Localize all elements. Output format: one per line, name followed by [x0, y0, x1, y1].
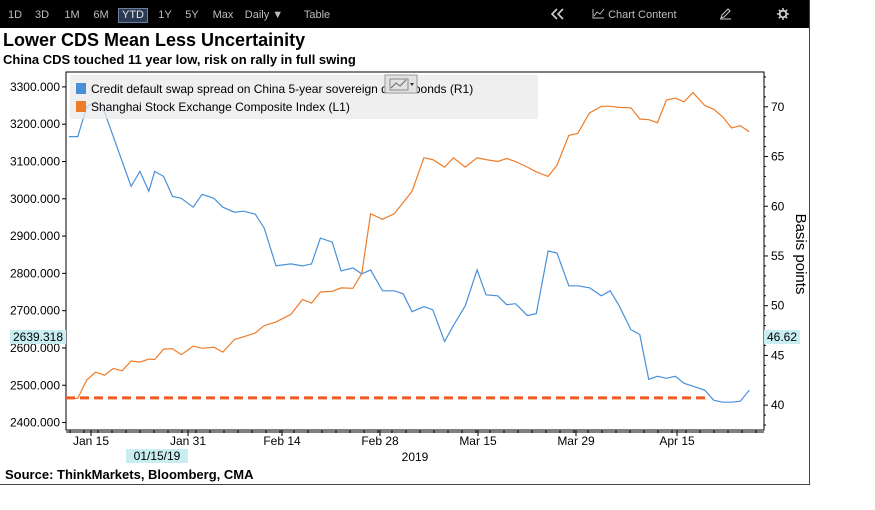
x-axis-tick-label: Feb 14 — [263, 434, 301, 448]
series-line-cds — [69, 101, 750, 403]
range-ytd-button[interactable]: YTD — [118, 8, 148, 23]
left-axis-tick-label: 2500.000 — [10, 378, 60, 392]
legend-swatch-shanghai — [76, 101, 86, 112]
left-axis-tick-label: 3000.000 — [10, 192, 60, 206]
x-axis-tick-label: Mar 29 — [557, 434, 595, 448]
line-chart-icon — [592, 8, 605, 19]
x-axis-tick-label: Feb 28 — [361, 434, 399, 448]
right-axis-tick-label: 50 — [771, 299, 785, 313]
dropdown-arrow-icon — [410, 83, 414, 86]
series-line-shanghai — [68, 91, 750, 400]
legend-entry-cds: Credit default swap spread on China 5-ye… — [91, 82, 473, 96]
chart-content-label: Chart Content — [608, 9, 677, 21]
chart-type-icon — [390, 79, 407, 89]
x-axis-tick-label: Mar 15 — [459, 434, 497, 448]
right-axis-tick-label: 40 — [771, 398, 785, 412]
left-axis-tick-label: 2700.000 — [10, 304, 60, 318]
range-5y-button[interactable]: 5Y — [185, 9, 199, 21]
edit-icon[interactable] — [717, 8, 733, 23]
source-note: Source: ThinkMarkets, Bloomberg, CMA — [5, 467, 254, 482]
last-value-right: 46.62 — [767, 330, 797, 344]
range-max-button[interactable]: Max — [212, 9, 234, 21]
cursor-date-label: 01/15/19 — [134, 449, 181, 463]
right-axis-label: Basis points — [792, 214, 809, 295]
range-3d-button[interactable]: 3D — [34, 9, 50, 21]
last-value-left: 2639.318 — [13, 330, 63, 344]
double-chevron-left-icon[interactable] — [549, 8, 567, 23]
frame-border-right — [809, 0, 810, 484]
chart-plot: 2400.000 2500.000 2600.000 2700.000 2800.000… — [10, 71, 809, 464]
legend-menu-button[interactable] — [384, 74, 418, 94]
left-axis-tick-label: 2900.000 — [10, 229, 60, 243]
right-axis-tick-label: 55 — [771, 249, 785, 263]
last-value-left-flag: 2639.318 — [10, 330, 66, 344]
x-axis-tick-label: Jan 15 — [73, 434, 109, 448]
range-1y-button[interactable]: 1Y — [158, 9, 172, 21]
cursor-date-flag: 01/15/19 — [126, 449, 188, 463]
x-axis-tick-label: Apr 15 — [659, 434, 695, 448]
x-axis-year-label: 2019 — [402, 450, 429, 464]
table-button[interactable]: Table — [303, 9, 331, 21]
right-axis-tick-label: 70 — [771, 100, 785, 114]
legend-entry-shanghai: Shanghai Stock Exchange Composite Index … — [91, 100, 350, 114]
right-axis-tick-label: 45 — [771, 348, 785, 362]
legend-swatch-cds — [76, 83, 86, 94]
left-axis-tick-label: 2400.000 — [10, 416, 60, 430]
gear-icon[interactable] — [775, 8, 791, 23]
range-1m-button[interactable]: 1M — [64, 9, 80, 21]
left-axis-tick-label: 3200.000 — [10, 117, 60, 131]
chart-legend: Credit default swap spread on China 5-ye… — [70, 75, 538, 119]
x-axis-tick-label: Jan 31 — [170, 434, 206, 448]
left-axis-tick-label: 3300.000 — [10, 80, 60, 94]
chart-content-button[interactable]: Chart Content — [592, 8, 682, 23]
left-axis-tick-label: 3100.000 — [10, 155, 60, 169]
frequency-select[interactable]: Daily ▼ — [244, 9, 284, 21]
right-axis-tick-label: 65 — [771, 150, 785, 164]
last-value-right-flag: 46.62 — [764, 330, 800, 344]
range-1d-button[interactable]: 1D — [7, 9, 23, 21]
chart-subtitle: China CDS touched 11 year low, risk on r… — [3, 52, 356, 67]
range-6m-button[interactable]: 6M — [93, 9, 109, 21]
chart-toolbar: 1D 3D 1M 6M YTD 1Y 5Y Max Daily ▼ Table … — [0, 0, 810, 28]
frame-border-bottom — [0, 484, 810, 485]
right-axis-tick-label: 60 — [771, 199, 785, 213]
chart-title: Lower CDS Mean Less Uncertainity — [3, 30, 306, 50]
left-axis-tick-label: 2600.000 — [10, 341, 60, 355]
left-axis-tick-label: 2800.000 — [10, 266, 60, 280]
